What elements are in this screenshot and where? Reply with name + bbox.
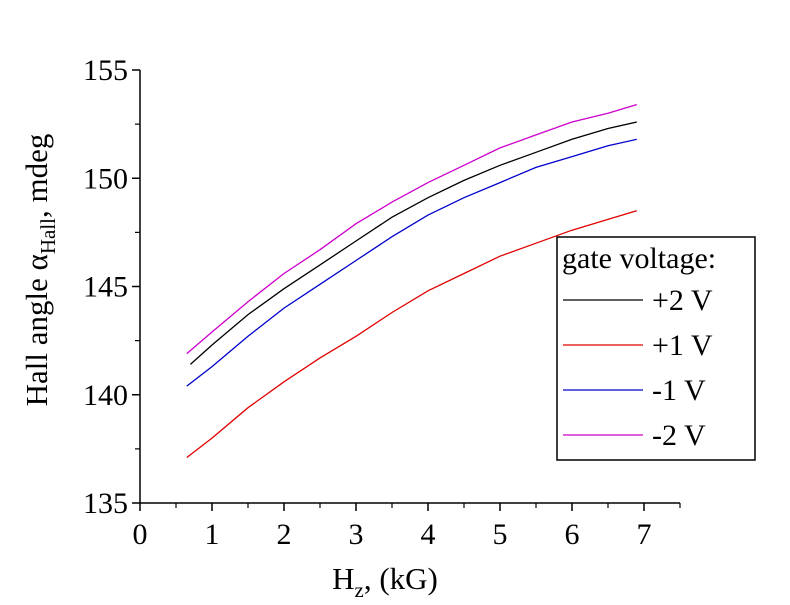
y-tick-label: 145 [83, 271, 128, 304]
legend-box [556, 236, 756, 461]
x-tick-label: 4 [421, 518, 436, 551]
series-lines [186, 103, 637, 459]
legend: gate voltage: +2 V +1 V -1 V -2 V [556, 236, 756, 461]
legend-items: +2 V +1 V -1 V -2 V [563, 284, 713, 452]
legend-label: -1 V [652, 374, 706, 407]
x-tick-label: 0 [133, 518, 148, 551]
y-tick-label: 155 [83, 54, 128, 87]
x-tick-label: 2 [277, 518, 292, 551]
legend-label: +1 V [652, 329, 713, 362]
legend-label: +2 V [652, 284, 713, 317]
y-tick-label: 135 [83, 487, 128, 520]
series-line-4 [186, 103, 637, 355]
y-tick-label: 150 [83, 162, 128, 195]
legend-title: gate voltage: [562, 242, 716, 275]
y-axis-ticks: 135 140 145 150 155 [83, 54, 140, 520]
y-tick-label: 140 [83, 379, 128, 412]
y-axis-title: Hall angle αHall, mdeg [19, 134, 60, 407]
x-axis-title: Hz, (kG) [332, 561, 438, 602]
x-tick-label: 6 [565, 518, 580, 551]
series-line-3 [186, 138, 637, 387]
x-tick-label: 7 [637, 518, 652, 551]
series-line-2 [186, 210, 637, 459]
x-tick-label: 5 [493, 518, 508, 551]
series-line-1 [189, 121, 637, 365]
x-tick-label: 3 [349, 518, 364, 551]
legend-label: -2 V [652, 419, 706, 452]
plot-area: 0 1 2 3 4 5 6 7 135 140 145 150 155 [83, 54, 681, 551]
x-tick-label: 1 [205, 518, 220, 551]
x-axis-ticks: 0 1 2 3 4 5 6 7 [133, 503, 681, 551]
